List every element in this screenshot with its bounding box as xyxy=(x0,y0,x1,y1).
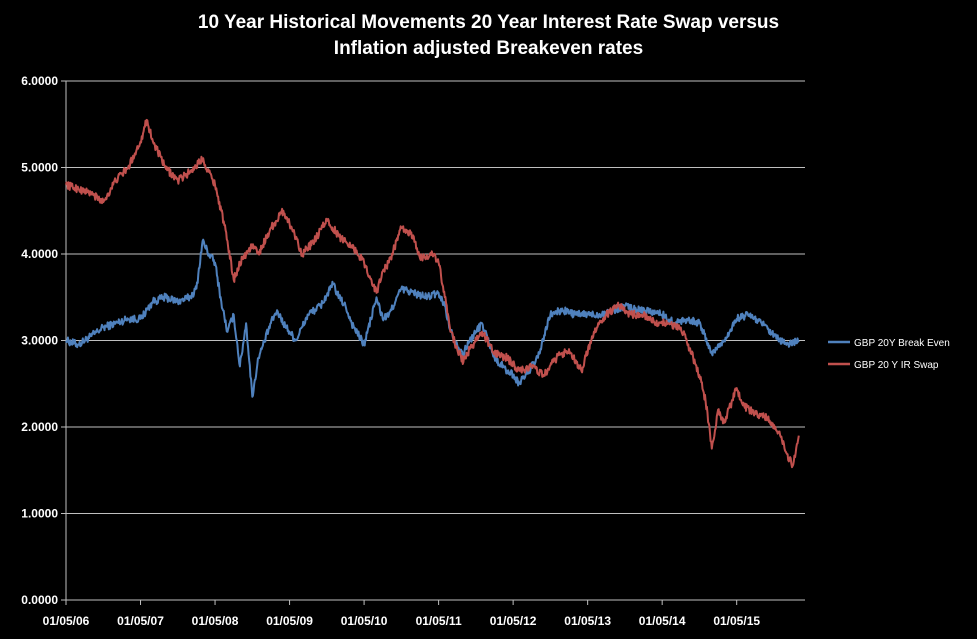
y-tick-label: 3.0000 xyxy=(21,334,58,348)
x-tick-label: 01/05/13 xyxy=(564,614,611,628)
y-tick-label: 2.0000 xyxy=(21,420,58,434)
series-line-2 xyxy=(65,118,800,469)
chart-title-line-2: Inflation adjusted Breakeven rates xyxy=(333,38,644,59)
legend: GBP 20Y Break Even GBP 20 Y IR Swap xyxy=(828,338,950,371)
chart-title-line-1: 10 Year Historical Movements 20 Year Int… xyxy=(197,12,780,33)
x-tick-label: 01/05/15 xyxy=(713,614,760,628)
axes: 0.0000 1.0000 2.0000 3.0000 4.0000 5.0000 6.00… xyxy=(21,74,805,628)
y-tick-label: 4.0000 xyxy=(21,247,58,261)
x-tick-label: 01/05/07 xyxy=(117,614,164,628)
x-tick-label: 01/05/09 xyxy=(266,614,313,628)
x-tick-label: 01/05/06 xyxy=(43,614,90,628)
legend-label-1: GBP 20Y Break Even xyxy=(854,338,950,349)
x-tick-label: 01/05/12 xyxy=(490,614,537,628)
x-tick-label: 01/05/08 xyxy=(192,614,239,628)
y-tick-label: 5.0000 xyxy=(21,161,58,175)
x-tick-label: 01/05/10 xyxy=(341,614,388,628)
series-lines xyxy=(65,118,800,469)
grid xyxy=(66,80,805,514)
series-line-1 xyxy=(65,238,800,398)
chart-title: 10 Year Historical Movements 20 Year Int… xyxy=(0,10,977,62)
x-tick-label: 01/05/11 xyxy=(416,614,462,628)
y-tick-label: 6.0000 xyxy=(21,74,58,88)
legend-label-2: GBP 20 Y IR Swap xyxy=(854,360,939,371)
y-tick-label: 1.0000 xyxy=(21,507,58,521)
x-tick-label: 01/05/14 xyxy=(639,614,686,628)
y-tick-label: 0.0000 xyxy=(21,593,58,607)
